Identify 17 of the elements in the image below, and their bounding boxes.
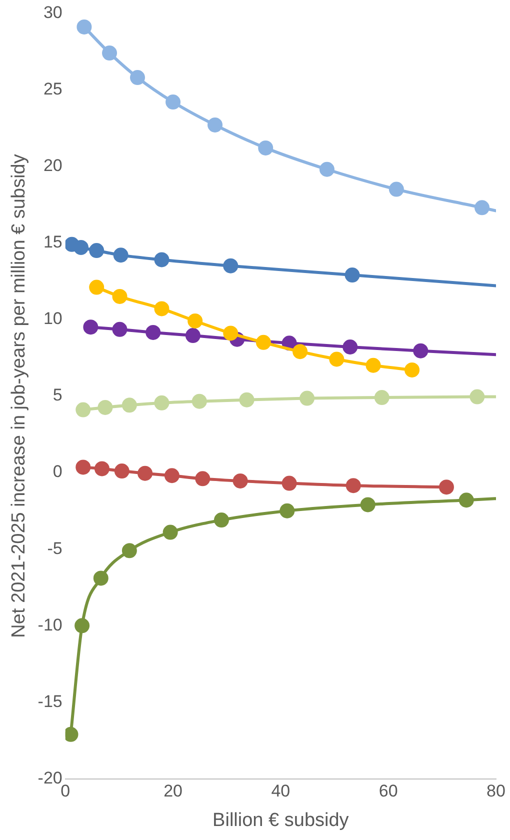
- y-tick-label: -10: [38, 615, 62, 634]
- y-tick-label: 20: [43, 156, 62, 176]
- x-tick-label: 20: [164, 782, 182, 801]
- y-axis-title: Net 2021-2025 increase in job-years per million € subsidy: [8, 154, 30, 638]
- x-tick-label: 40: [271, 782, 290, 801]
- y-tick-label: 0: [52, 462, 62, 482]
- x-axis-title: Billion € subsidy: [212, 810, 350, 831]
- y-tick-label: 5: [52, 386, 62, 405]
- y-tick-label: -5: [47, 538, 62, 558]
- x-tick-label: 80: [486, 782, 506, 801]
- y-tick-label: -20: [38, 768, 62, 788]
- y-tick-label: 10: [43, 309, 62, 328]
- y-tick-label: 25: [43, 79, 62, 98]
- y-tick-label: 30: [43, 2, 62, 22]
- y-tick-label: 15: [43, 232, 62, 252]
- x-tick-label: 60: [378, 782, 398, 801]
- y-tick-label: -15: [38, 692, 62, 711]
